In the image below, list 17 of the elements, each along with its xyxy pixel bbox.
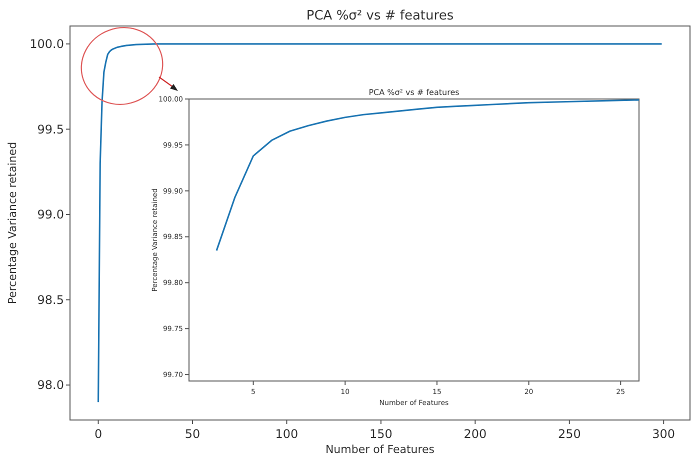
y-axis-title: Percentage Variance retained	[6, 142, 19, 304]
y-tick-label: 99.5	[37, 122, 64, 136]
y-tick-label: 98.0	[37, 378, 64, 392]
chart-title: PCA %σ² vs # features	[368, 88, 460, 97]
x-tick-label: 0	[94, 427, 102, 441]
y-tick-label: 100.0	[30, 37, 64, 52]
x-tick-label: 300	[652, 427, 676, 441]
x-axis-title: Number of Features	[325, 443, 435, 456]
x-tick-label: 50	[184, 427, 200, 441]
x-tick-label: 150	[369, 427, 392, 441]
chart-title: PCA %σ² vs # features	[306, 8, 454, 24]
line-series	[216, 99, 639, 252]
y-tick-label: 98.5	[37, 292, 64, 307]
x-tick-label: 250	[558, 427, 581, 441]
x-tick-label: 200	[464, 427, 487, 441]
x-tick-label: 100	[275, 427, 298, 441]
y-tick-label: 99.0	[37, 208, 64, 222]
